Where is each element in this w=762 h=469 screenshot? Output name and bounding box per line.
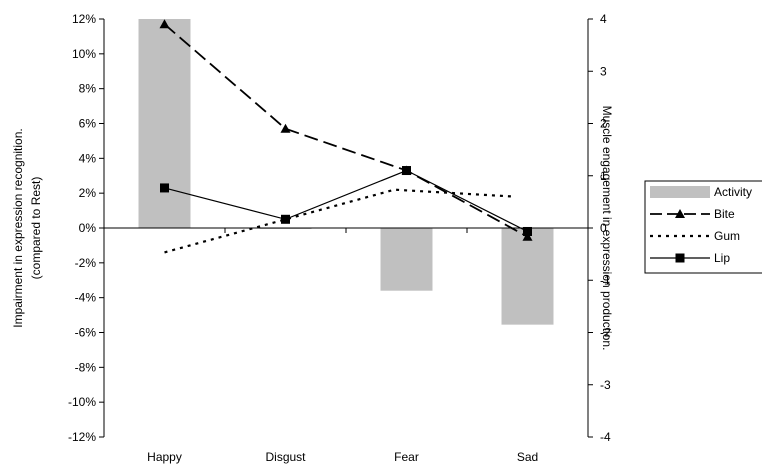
marker-bite: [522, 231, 533, 241]
left-tick-label: -10%: [68, 395, 96, 409]
activity-bar-sad: [501, 228, 554, 325]
marker-bite: [159, 19, 170, 29]
right-tick-label: -1: [600, 273, 611, 287]
right-tick-label: 3: [600, 64, 607, 78]
marker-lip: [160, 183, 169, 193]
series-line-bite: [163, 23, 528, 238]
left-axis-title-line1: Impairment in expression recognition.: [11, 128, 25, 327]
right-tick-label: 4: [600, 12, 607, 26]
left-tick-label: -4%: [75, 291, 97, 305]
right-tick-label: -2: [600, 326, 611, 340]
right-tick-label: -3: [600, 378, 611, 392]
left-tick-label: 4%: [79, 151, 97, 165]
legend-marker-lip: [675, 253, 685, 263]
legend-swatch-activity: [650, 186, 710, 198]
left-tick-label: -12%: [68, 430, 96, 444]
left-tick-label: 8%: [79, 82, 97, 96]
left-axis-title-line2: (compared to Rest): [29, 177, 43, 280]
left-axis-ticks: 12% 10% 8% 6% 4% 2% 0% -2% -4% -6% -8% -10% -12%: [68, 12, 104, 444]
left-tick-label: -2%: [75, 256, 97, 270]
category-label-sad: Sad: [517, 450, 538, 464]
legend-label-activity: Activity: [714, 185, 752, 199]
activity-bars: [138, 19, 554, 325]
activity-bar-happy: [138, 19, 191, 228]
left-tick-label: 12%: [72, 12, 96, 26]
legend: Activity Bite Gum Lip: [644, 180, 762, 274]
legend-label-lip: Lip: [714, 251, 730, 265]
left-tick-label: -8%: [75, 360, 97, 374]
right-tick-label: -4: [600, 430, 611, 444]
category-label-fear: Fear: [394, 450, 419, 464]
left-tick-label: 2%: [79, 186, 97, 200]
marker-lip: [523, 226, 532, 236]
left-tick-label: 0%: [79, 221, 97, 235]
legend-label-bite: Bite: [714, 207, 735, 221]
right-tick-label: 1: [600, 169, 607, 183]
marker-bite: [280, 123, 291, 133]
activity-bar-fear: [380, 228, 433, 291]
right-axis-title: Muscle engagement in expression producti…: [600, 106, 614, 351]
left-tick-label: 10%: [72, 47, 96, 61]
legend-marker-bite: [675, 209, 685, 218]
left-tick-label: -6%: [75, 326, 97, 340]
marker-lip: [402, 166, 411, 176]
left-tick-label: 6%: [79, 117, 97, 131]
category-labels: Happy Disgust Fear Sad: [147, 450, 538, 464]
series-line-lip: [164, 169, 528, 233]
legend-label-gum: Gum: [714, 229, 740, 243]
right-tick-label: 2: [600, 117, 607, 131]
category-label-disgust: Disgust: [265, 450, 306, 464]
right-axis-ticks: 4 3 2 1 0 -1 -2 -3 -4: [588, 12, 611, 444]
series-lines: [159, 19, 533, 254]
marker-lip: [281, 214, 290, 224]
right-tick-label: 0: [600, 221, 607, 235]
category-label-happy: Happy: [147, 450, 182, 464]
